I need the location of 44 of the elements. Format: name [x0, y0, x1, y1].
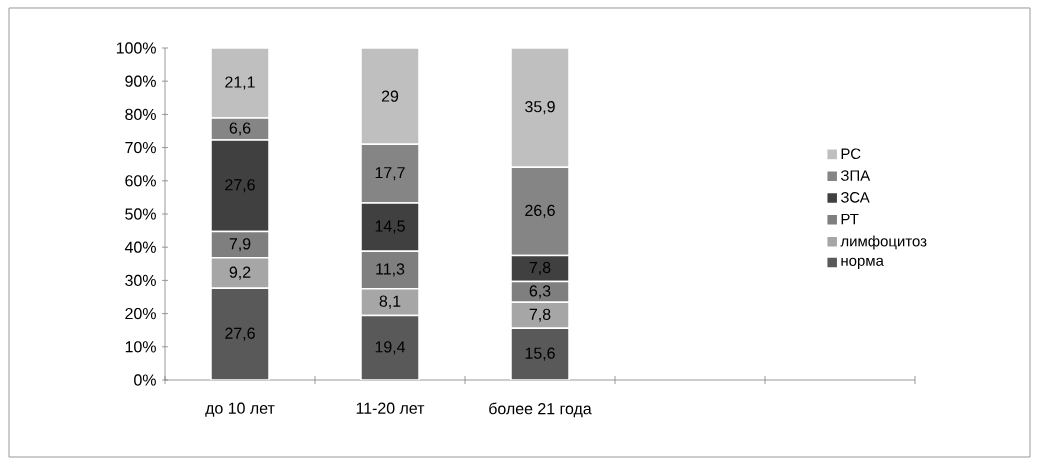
y-tick-label: 30%: [125, 274, 156, 287]
legend-label: ЗСА: [840, 192, 870, 203]
bar: [210, 48, 270, 119]
y-tick-label: 10%: [125, 341, 156, 353]
data-label: 26,6: [525, 204, 555, 218]
x-tick-label: 11-20 лет: [356, 402, 425, 414]
data-label: 7,8: [529, 261, 551, 276]
y-tick-label: 90%: [125, 75, 156, 87]
data-label: 6,3: [529, 285, 551, 299]
data-label: 9,2: [229, 266, 251, 280]
data-label: 7,8: [529, 308, 551, 322]
legend-label: норма: [841, 257, 884, 269]
data-label: 17,7: [375, 167, 405, 181]
data-label: 35,9: [525, 101, 555, 115]
legend-label: РТ: [841, 213, 859, 225]
y-tick-label: 20%: [125, 307, 156, 320]
legend-label: РС: [841, 148, 861, 160]
data-label: 21,1: [225, 76, 255, 90]
legend-label: лимфоцитоз: [840, 235, 927, 250]
data-label: 27,6: [225, 327, 255, 341]
data-label: 11,3: [376, 263, 405, 277]
bar: [510, 327, 570, 380]
data-label: 7,9: [229, 238, 251, 252]
data-label: 8,1: [379, 295, 401, 309]
bar: [210, 287, 270, 380]
data-label: 19,4: [375, 341, 406, 355]
data-label: 14,5: [375, 220, 405, 234]
bar: [510, 48, 570, 168]
data-label: 6,6: [229, 122, 251, 136]
data-label: 27,6: [225, 179, 255, 193]
data-label: 15,6: [525, 347, 555, 361]
bar: [360, 314, 420, 380]
y-tick-label: 70%: [125, 141, 156, 154]
y-tick-label: 0%: [134, 374, 156, 386]
bar: [360, 48, 420, 146]
data-label: 29: [381, 90, 399, 102]
x-tick-label: более 21 года: [489, 402, 592, 418]
y-tick-label: 50%: [125, 208, 156, 220]
x-tick-label: до 10 лет: [205, 402, 275, 417]
y-tick-label: 60%: [125, 175, 156, 187]
y-tick-label: 80%: [125, 108, 156, 121]
y-tick-label: 40%: [124, 241, 156, 253]
legend-label: ЗПА: [840, 170, 871, 181]
y-tick-label: 100%: [116, 42, 156, 54]
